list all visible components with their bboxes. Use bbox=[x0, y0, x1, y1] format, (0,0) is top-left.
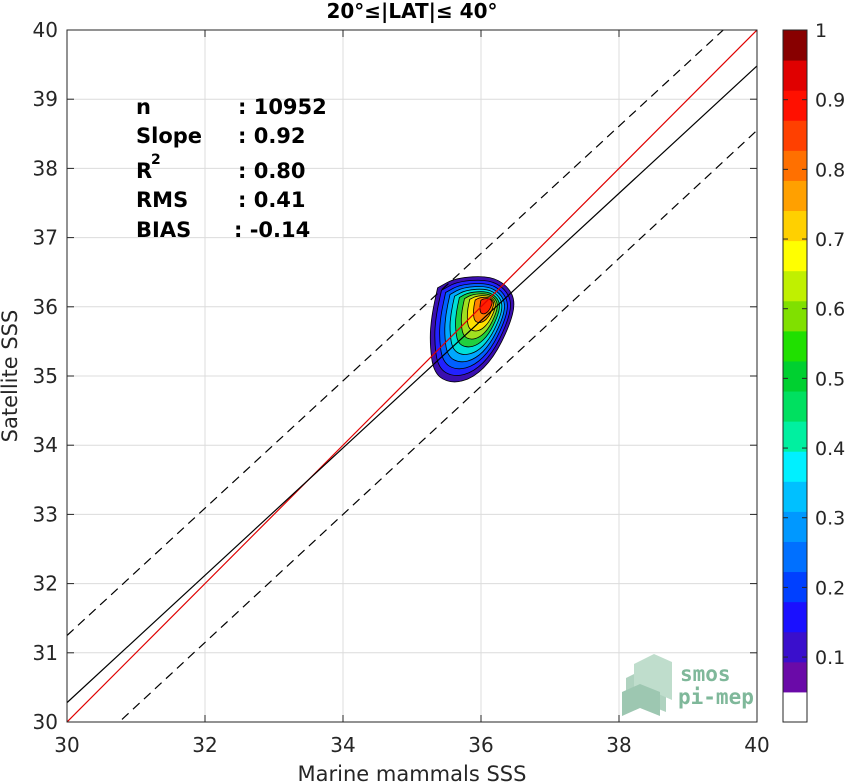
y-tick-label: 34 bbox=[33, 433, 58, 457]
colorbar-band bbox=[783, 601, 807, 633]
density-contour-level bbox=[479, 298, 493, 315]
x-tick-label: 32 bbox=[192, 733, 217, 757]
stat-r2-superscript: 2 bbox=[151, 152, 161, 168]
colorbar-band bbox=[783, 30, 807, 61]
colorbar-tick-label: 0.4 bbox=[815, 438, 845, 460]
colorbar-band bbox=[783, 571, 807, 603]
y-tick-label: 38 bbox=[33, 156, 58, 180]
density-contours bbox=[429, 276, 515, 383]
y-axis-label: Satellite SSS bbox=[0, 310, 22, 443]
logo-waves-icon bbox=[622, 654, 672, 716]
colorbar: 0.1 0.2 0.3 0.4 0.5 0.6 0.7 0.8 0.9 1 bbox=[782, 20, 845, 723]
axis-ticks: 30 32 34 36 38 40 30 31 32 33 34 35 36 37 38 39 40 bbox=[33, 18, 770, 757]
colorbar-band bbox=[783, 240, 807, 272]
colorbar-tick-label: 0.3 bbox=[815, 508, 845, 530]
colorbar-tick-label: 1 bbox=[815, 20, 827, 42]
x-tick-label: 34 bbox=[330, 733, 355, 757]
x-tick-label: 30 bbox=[54, 733, 79, 757]
colorbar-band bbox=[783, 60, 807, 91]
stat-bias-label: BIAS bbox=[136, 218, 191, 242]
colorbar-tick-label: 0.5 bbox=[815, 368, 845, 390]
colorbar-tick-label: 0.6 bbox=[815, 299, 845, 321]
colorbar-tick-label: 0.2 bbox=[815, 577, 845, 599]
y-tick-label: 35 bbox=[33, 364, 58, 388]
colorbar-bands bbox=[783, 30, 807, 723]
logo-text-line2: pi-mep bbox=[678, 685, 754, 709]
y-tick-label: 37 bbox=[33, 226, 58, 250]
stat-slope-value: : 0.92 bbox=[238, 124, 306, 148]
colorbar-band bbox=[783, 661, 807, 693]
regression-lines bbox=[67, 30, 757, 722]
colorbar-band bbox=[783, 391, 807, 422]
colorbar-band bbox=[783, 360, 807, 392]
colorbar-band bbox=[783, 511, 807, 542]
y-tick-label: 40 bbox=[33, 18, 58, 42]
colorbar-band bbox=[783, 541, 807, 573]
stat-r2-label: R bbox=[136, 159, 152, 183]
line-1-1 bbox=[67, 30, 757, 722]
stat-slope-label: Slope bbox=[136, 124, 202, 148]
stat-n-value: : 10952 bbox=[238, 95, 327, 119]
y-tick-label: 39 bbox=[33, 87, 58, 111]
colorbar-band bbox=[783, 451, 807, 482]
stat-rms-label: RMS bbox=[136, 188, 188, 212]
colorbar-frame bbox=[782, 29, 808, 723]
stats-block: n : 10952 Slope : 0.92 R 2 : 0.80 RMS : … bbox=[136, 95, 327, 242]
stat-r2-value: : 0.80 bbox=[238, 159, 306, 183]
colorbar-band bbox=[783, 330, 807, 362]
colorbar-band bbox=[783, 300, 807, 332]
line-fit- bbox=[67, 30, 725, 636]
line-fit- bbox=[118, 129, 757, 722]
colorbar-band bbox=[783, 120, 807, 151]
colorbar-tick-label: 0.7 bbox=[815, 229, 845, 251]
x-tick-label: 38 bbox=[606, 733, 631, 757]
colorbar-band bbox=[783, 691, 807, 723]
colorbar-tick-label: 0.9 bbox=[815, 90, 845, 112]
colorbar-band bbox=[783, 481, 807, 512]
colorbar-ticks: 0.1 0.2 0.3 0.4 0.5 0.6 0.7 0.8 0.9 1 bbox=[783, 20, 845, 669]
colorbar-tick-label: 0.8 bbox=[815, 159, 845, 181]
stat-n-label: n bbox=[136, 95, 151, 119]
x-tick-label: 36 bbox=[468, 733, 493, 757]
colorbar-band bbox=[783, 180, 807, 212]
colorbar-band bbox=[783, 210, 807, 242]
colorbar-band bbox=[783, 631, 807, 663]
y-tick-label: 30 bbox=[33, 710, 58, 734]
line-fit bbox=[67, 65, 757, 704]
colorbar-band bbox=[783, 270, 807, 302]
logo-text-line1: smos bbox=[680, 662, 731, 686]
y-tick-label: 32 bbox=[33, 572, 58, 596]
x-axis-label: Marine mammals SSS bbox=[298, 762, 527, 784]
stat-rms-value: : 0.41 bbox=[238, 188, 306, 212]
colorbar-band bbox=[783, 90, 807, 121]
colorbar-band bbox=[783, 421, 807, 452]
y-tick-label: 33 bbox=[33, 502, 58, 526]
y-tick-label: 31 bbox=[33, 641, 58, 665]
colorbar-band bbox=[783, 150, 807, 181]
colorbar-tick-label: 0.1 bbox=[815, 647, 845, 669]
y-tick-label: 36 bbox=[33, 295, 58, 319]
chart-title: 20°≤|LAT|≤ 40° bbox=[326, 0, 497, 23]
stat-bias-value: : -0.14 bbox=[234, 218, 310, 242]
logo: smos pi-mep bbox=[622, 654, 754, 716]
x-tick-label: 40 bbox=[744, 733, 769, 757]
